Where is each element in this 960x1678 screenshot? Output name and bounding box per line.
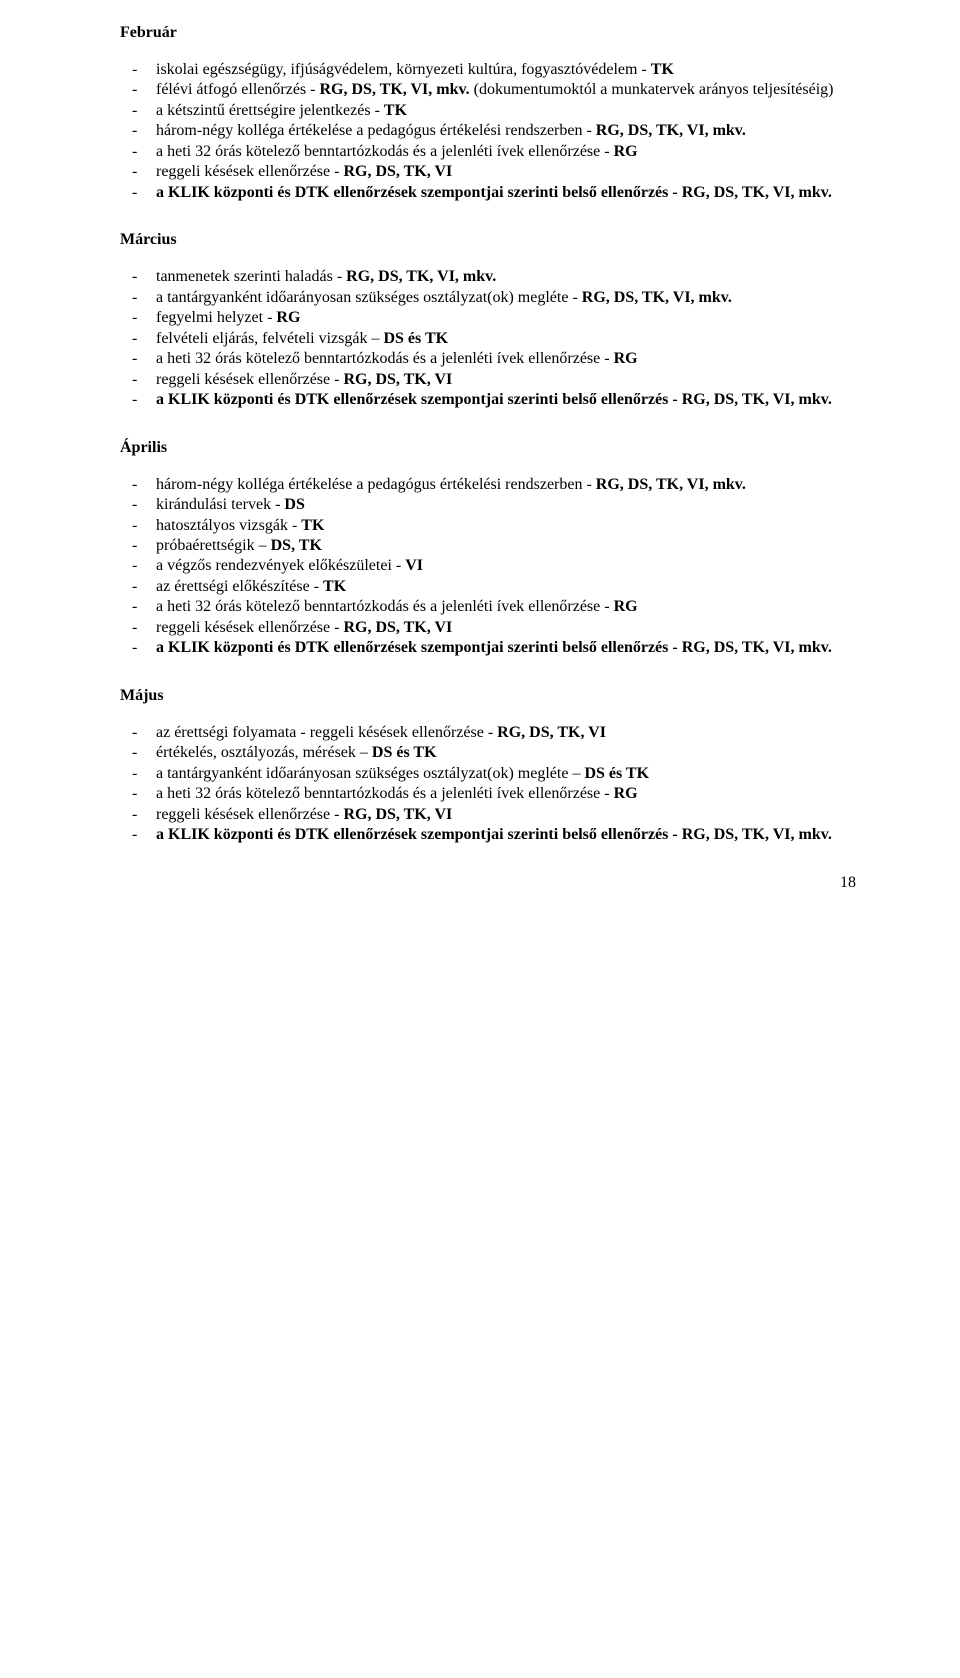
list-item: az érettségi folyamata - reggeli késések…: [156, 723, 864, 743]
list-marcius: tanmenetek szerinti haladás - RG, DS, TK…: [120, 267, 864, 410]
list-item: hatosztályos vizsgák - TK: [156, 516, 864, 536]
section-heading-majus: Május: [120, 687, 864, 705]
list-item: a heti 32 órás kötelező benntartózkodás …: [156, 142, 864, 162]
list-item: értékelés, osztályozás, mérések – DS és …: [156, 743, 864, 763]
list-item: felvételi eljárás, felvételi vizsgák – D…: [156, 329, 864, 349]
list-item: próbaérettségik – DS, TK: [156, 536, 864, 556]
list-item: kirándulási tervek - DS: [156, 495, 864, 515]
list-item: tanmenetek szerinti haladás - RG, DS, TK…: [156, 267, 864, 287]
list-item: reggeli késések ellenőrzése - RG, DS, TK…: [156, 162, 864, 182]
list-item: a tantárgyanként időarányosan szükséges …: [156, 764, 864, 784]
list-item: reggeli késések ellenőrzése - RG, DS, TK…: [156, 618, 864, 638]
list-item: a KLIK központi és DTK ellenőrzések szem…: [156, 183, 864, 203]
list-aprilis: három-négy kolléga értékelése a pedagógu…: [120, 475, 864, 659]
list-item: a tantárgyanként időarányosan szükséges …: [156, 288, 864, 308]
list-item: a KLIK központi és DTK ellenőrzések szem…: [156, 390, 864, 410]
section-heading-februar: Február: [120, 24, 864, 42]
section-heading-aprilis: Április: [120, 439, 864, 457]
list-item: három-négy kolléga értékelése a pedagógu…: [156, 475, 864, 495]
list-item: reggeli késések ellenőrzése - RG, DS, TK…: [156, 370, 864, 390]
list-item: félévi átfogó ellenőrzés - RG, DS, TK, V…: [156, 80, 864, 100]
page-number: 18: [120, 874, 864, 892]
section-heading-marcius: Március: [120, 231, 864, 249]
list-item: a végzős rendezvények előkészületei - VI: [156, 556, 864, 576]
list-item: az érettségi előkészítése - TK: [156, 577, 864, 597]
list-item: fegyelmi helyzet - RG: [156, 308, 864, 328]
list-majus: az érettségi folyamata - reggeli késések…: [120, 723, 864, 846]
list-item: a heti 32 órás kötelező benntartózkodás …: [156, 349, 864, 369]
list-item: a KLIK központi és DTK ellenőrzések szem…: [156, 825, 864, 845]
list-item: három-négy kolléga értékelése a pedagógu…: [156, 121, 864, 141]
list-item: a heti 32 órás kötelező benntartózkodás …: [156, 597, 864, 617]
list-item: a kétszintű érettségire jelentkezés - TK: [156, 101, 864, 121]
list-item: reggeli késések ellenőrzése - RG, DS, TK…: [156, 805, 864, 825]
list-item: iskolai egészségügy, ifjúságvédelem, kör…: [156, 60, 864, 80]
list-item: a KLIK központi és DTK ellenőrzések szem…: [156, 638, 864, 658]
document-page: Február iskolai egészségügy, ifjúságvéde…: [0, 0, 960, 916]
list-februar: iskolai egészségügy, ifjúságvédelem, kör…: [120, 60, 864, 203]
list-item: a heti 32 órás kötelező benntartózkodás …: [156, 784, 864, 804]
